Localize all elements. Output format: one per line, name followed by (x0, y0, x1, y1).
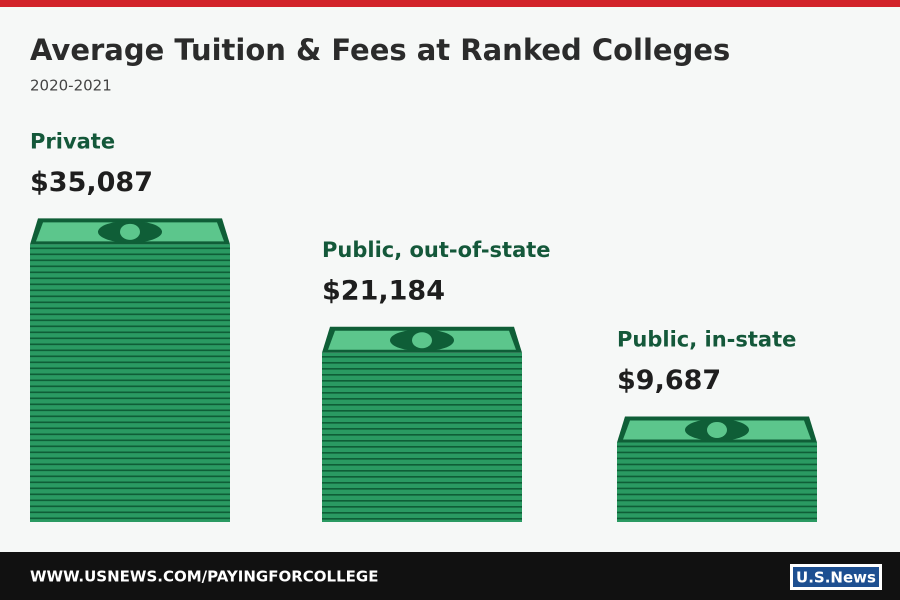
chart-title: Average Tuition & Fees at Ranked College… (30, 33, 730, 67)
category-label: Public, in-state (617, 327, 796, 351)
logo-bg (793, 567, 879, 587)
money-stack (30, 244, 230, 522)
value-label: $21,184 (322, 275, 445, 306)
bill-seal-inner (120, 223, 140, 240)
money-stack (322, 352, 522, 522)
value-label: $9,687 (617, 365, 721, 396)
value-label: $35,087 (30, 167, 153, 198)
logo: U.S.News (796, 569, 876, 587)
bill-seal-inner (412, 332, 432, 349)
footer-bar (0, 552, 900, 600)
top-stripe (0, 0, 900, 7)
category-label: Public, out-of-state (322, 238, 551, 262)
category-label: Private (30, 129, 115, 153)
chart-subtitle: 2020-2021 (30, 77, 112, 95)
footer-url: WWW.USNEWS.COM/PAYINGFORCOLLEGE (30, 568, 378, 586)
bill-seal-inner (707, 421, 727, 438)
